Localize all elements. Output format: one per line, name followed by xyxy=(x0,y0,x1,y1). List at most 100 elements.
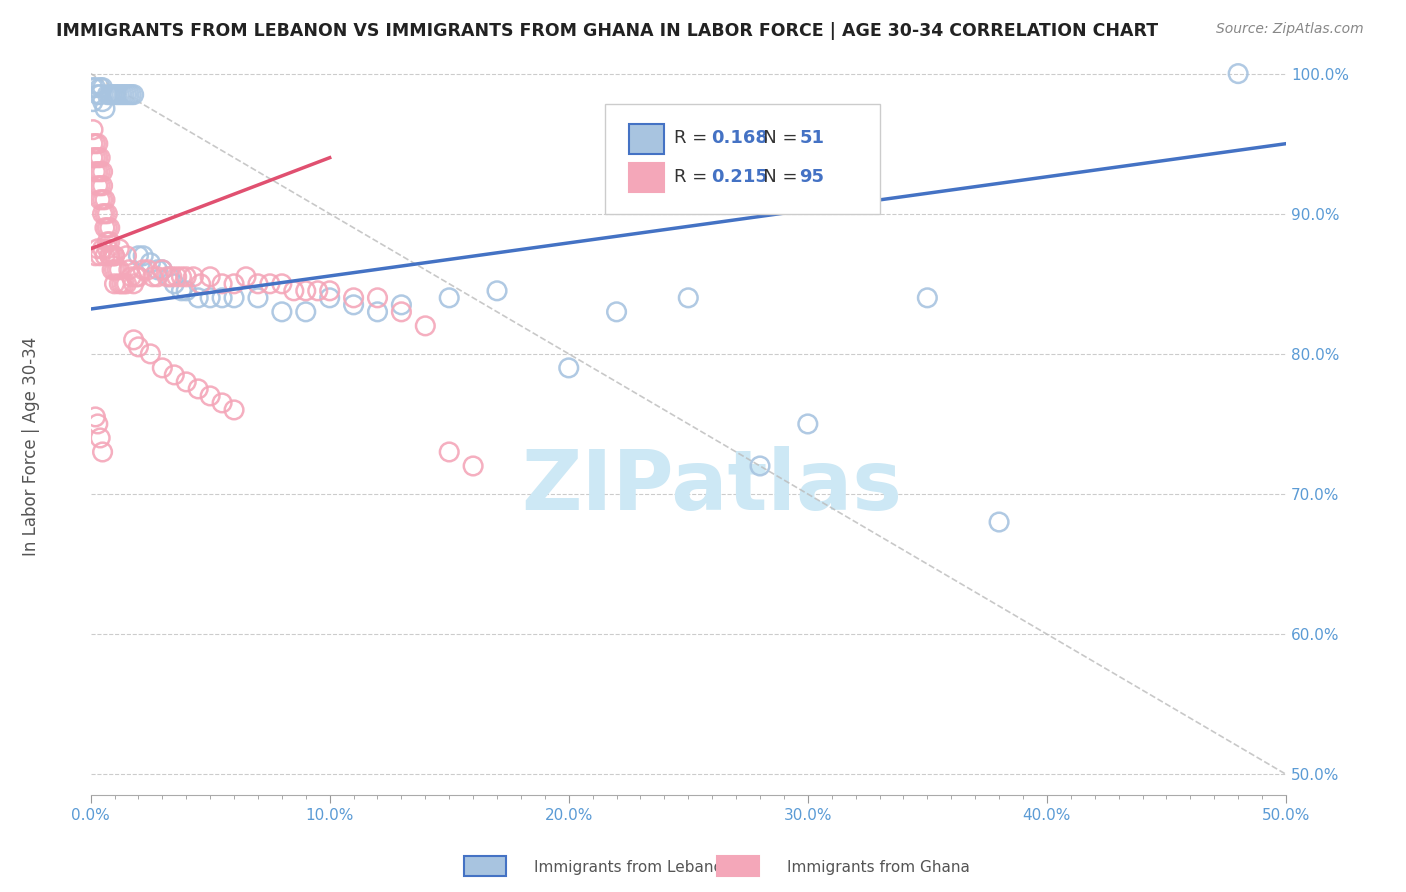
Point xyxy=(122,87,145,102)
Text: In Labor Force | Age 30-34: In Labor Force | Age 30-34 xyxy=(22,336,39,556)
Point xyxy=(89,87,111,102)
Point xyxy=(222,277,245,291)
Point xyxy=(125,269,148,284)
Point xyxy=(82,122,104,136)
Point xyxy=(89,249,111,263)
Point xyxy=(94,102,117,116)
Point xyxy=(118,262,141,277)
Point xyxy=(678,291,700,305)
Point xyxy=(150,262,173,277)
Point xyxy=(222,403,245,417)
Point xyxy=(127,249,149,263)
Point xyxy=(127,340,149,354)
Point xyxy=(84,409,107,424)
Point xyxy=(103,249,125,263)
Point xyxy=(82,80,104,95)
Point xyxy=(294,305,316,319)
Point xyxy=(187,291,209,305)
Point xyxy=(270,277,292,291)
Text: ZIPatlas: ZIPatlas xyxy=(522,446,903,527)
Point xyxy=(91,164,114,178)
Point xyxy=(187,382,209,396)
Point xyxy=(198,269,221,284)
Point xyxy=(139,347,162,361)
Point xyxy=(111,87,134,102)
Point xyxy=(84,249,107,263)
Point xyxy=(190,277,212,291)
Point xyxy=(103,277,125,291)
Point xyxy=(87,417,110,431)
Point xyxy=(132,249,155,263)
Point xyxy=(82,136,104,151)
Point xyxy=(108,262,131,277)
Point xyxy=(120,269,142,284)
Point xyxy=(160,269,183,284)
Point xyxy=(87,178,110,193)
Point xyxy=(82,95,104,109)
Text: IMMIGRANTS FROM LEBANON VS IMMIGRANTS FROM GHANA IN LABOR FORCE | AGE 30-34 CORR: IMMIGRANTS FROM LEBANON VS IMMIGRANTS FR… xyxy=(56,22,1159,40)
Point xyxy=(89,178,111,193)
Point xyxy=(389,298,412,312)
Point xyxy=(112,277,135,291)
Point xyxy=(108,242,131,256)
Point xyxy=(87,87,110,102)
Point xyxy=(84,136,107,151)
Point xyxy=(1227,67,1250,81)
Point xyxy=(98,249,121,263)
Point xyxy=(389,305,412,319)
Point xyxy=(89,80,111,95)
Point xyxy=(439,445,461,459)
Point xyxy=(307,284,329,298)
Point xyxy=(132,262,155,277)
Point xyxy=(606,305,628,319)
Point xyxy=(115,87,138,102)
Point xyxy=(127,269,149,284)
Point xyxy=(101,249,124,263)
Point xyxy=(115,249,138,263)
Point xyxy=(91,445,114,459)
Point xyxy=(366,291,388,305)
Point xyxy=(89,164,111,178)
Point xyxy=(84,80,107,95)
Point xyxy=(139,256,162,270)
Point xyxy=(96,87,118,102)
Point xyxy=(94,193,117,207)
Point xyxy=(170,284,193,298)
Text: Immigrants from Ghana: Immigrants from Ghana xyxy=(787,860,970,874)
Point xyxy=(318,284,340,298)
Point xyxy=(170,269,193,284)
Point xyxy=(82,151,104,165)
Point xyxy=(87,136,110,151)
Point xyxy=(108,87,131,102)
Point xyxy=(146,262,169,277)
Point xyxy=(163,277,186,291)
Point xyxy=(98,220,121,235)
Text: 0.215: 0.215 xyxy=(711,169,768,186)
Point xyxy=(96,207,118,221)
Point xyxy=(94,220,117,235)
Point xyxy=(342,298,364,312)
Point xyxy=(89,431,111,445)
Point xyxy=(94,249,117,263)
Point xyxy=(486,284,509,298)
Point xyxy=(463,458,485,473)
Point xyxy=(142,269,165,284)
Point xyxy=(84,164,107,178)
Point xyxy=(96,235,118,249)
Point xyxy=(270,305,292,319)
Point xyxy=(174,269,197,284)
Point xyxy=(112,87,135,102)
Point xyxy=(91,178,114,193)
FancyBboxPatch shape xyxy=(605,103,880,214)
Point xyxy=(108,277,131,291)
Point xyxy=(156,269,179,284)
Point xyxy=(96,242,118,256)
Point xyxy=(749,458,772,473)
Point xyxy=(111,277,134,291)
Point xyxy=(136,262,159,277)
Point xyxy=(94,207,117,221)
Point xyxy=(89,193,111,207)
Point xyxy=(118,87,141,102)
Point xyxy=(917,291,939,305)
Point xyxy=(366,305,388,319)
